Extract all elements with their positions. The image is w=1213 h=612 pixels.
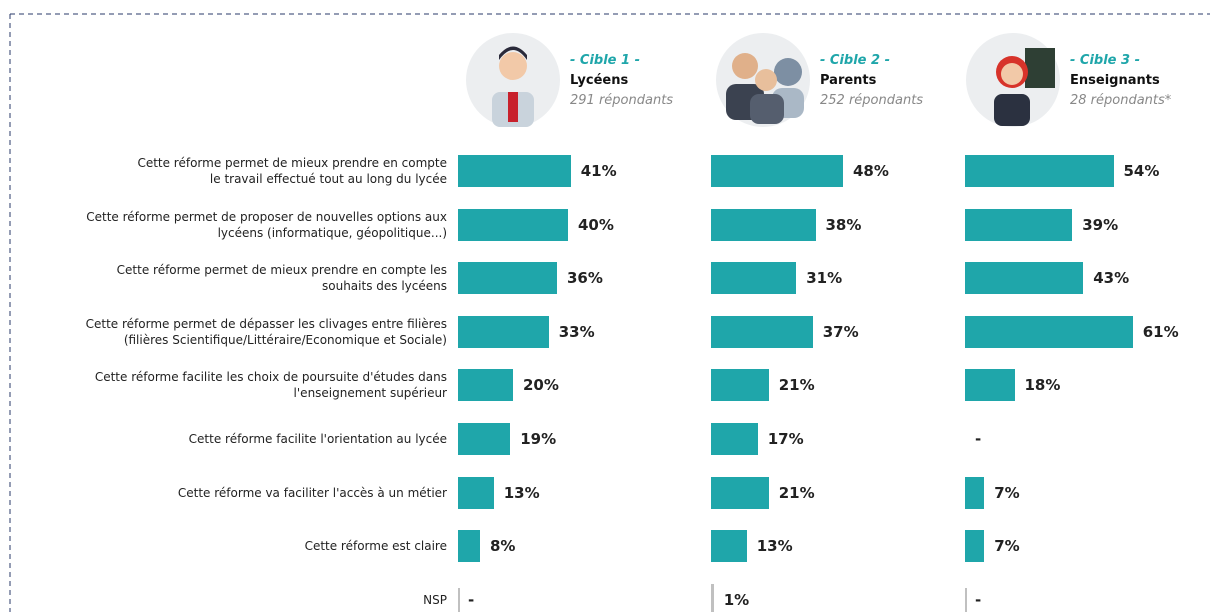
- bar: [711, 315, 813, 348]
- legend-entry: Lycéens: [570, 73, 629, 88]
- value-label: 1%: [723, 590, 750, 609]
- bar: [458, 315, 549, 348]
- value-label: 21%: [778, 376, 815, 395]
- category-label: Cette réforme facilite l'orientation au …: [188, 432, 447, 446]
- bar: [458, 262, 557, 295]
- bar: [458, 369, 513, 402]
- panel-label: - Cible 2 -: [820, 53, 890, 68]
- bar: [965, 476, 985, 509]
- bar: [711, 155, 843, 187]
- panel-label: - Cible 3 -: [1070, 53, 1140, 68]
- value-label: 20%: [523, 376, 559, 395]
- bar: [458, 423, 511, 455]
- value-label: 37%: [822, 322, 859, 341]
- bar: [711, 583, 714, 612]
- value-label: 31%: [806, 269, 843, 288]
- category-label: Cette réforme permet de mieux prendre en…: [116, 263, 447, 294]
- bar: [711, 369, 769, 402]
- bar: [965, 155, 1114, 187]
- value-label: -: [975, 590, 982, 609]
- bar: [711, 476, 769, 509]
- value-label: 8%: [490, 537, 516, 556]
- value-label: 21%: [778, 483, 815, 502]
- category-label: NSP: [423, 592, 447, 607]
- category-label: Cette réforme facilite les choix de pour…: [94, 370, 447, 401]
- category-label: Cette réforme va faciliter l'accès à un …: [177, 485, 447, 500]
- bar: [965, 315, 1133, 348]
- respondents: 28 répondants*: [1070, 93, 1172, 108]
- category-label: Cette réforme est claire: [304, 539, 447, 554]
- baseline: [458, 587, 460, 612]
- bar: [711, 530, 747, 563]
- bar: [458, 208, 568, 241]
- bar: [965, 369, 1015, 402]
- value-label: 39%: [1082, 215, 1119, 234]
- value-label: -: [975, 430, 982, 448]
- value-label: 13%: [756, 537, 793, 556]
- value-label: 17%: [767, 430, 804, 448]
- value-label: 7%: [994, 537, 1020, 556]
- bar: [458, 476, 494, 509]
- value-label: 7%: [994, 483, 1020, 502]
- bar: [711, 423, 758, 455]
- value-label: 48%: [853, 162, 889, 180]
- value-label: 40%: [578, 215, 614, 234]
- value-label: 61%: [1142, 322, 1179, 341]
- baseline: [965, 587, 967, 612]
- value-label: 54%: [1123, 162, 1160, 180]
- value-label: 38%: [825, 215, 862, 234]
- bar: [458, 155, 571, 187]
- bar: [965, 530, 985, 563]
- value-label: 33%: [558, 322, 595, 341]
- avatar-lyceens: [466, 33, 560, 127]
- avatar-enseignants: [966, 33, 1060, 127]
- bar: [711, 262, 797, 295]
- bar: [965, 262, 1084, 295]
- avatar-parents: [716, 33, 810, 127]
- bar: [965, 208, 1073, 241]
- category-label: Cette réforme permet de mieux prendre en…: [137, 156, 447, 186]
- legend-entry: Parents: [820, 73, 877, 88]
- value-label: 36%: [567, 269, 603, 288]
- category-label: Cette réforme permet de dépasser les cli…: [85, 316, 447, 347]
- value-label: 43%: [1093, 269, 1130, 288]
- bar: [711, 208, 816, 241]
- value-label: 19%: [520, 430, 557, 448]
- bar: [458, 530, 480, 563]
- respondents: 252 répondants: [820, 93, 924, 108]
- value-label: 18%: [1024, 376, 1061, 395]
- value-label: 13%: [503, 483, 540, 502]
- panel-label: - Cible 1 -: [570, 53, 640, 68]
- value-label: 41%: [580, 162, 617, 180]
- category-label: Cette réforme permet de proposer de nouv…: [86, 209, 447, 240]
- value-label: -: [468, 590, 475, 609]
- respondents: 291 répondants: [570, 93, 674, 108]
- legend-entry: Enseignants: [1070, 73, 1160, 88]
